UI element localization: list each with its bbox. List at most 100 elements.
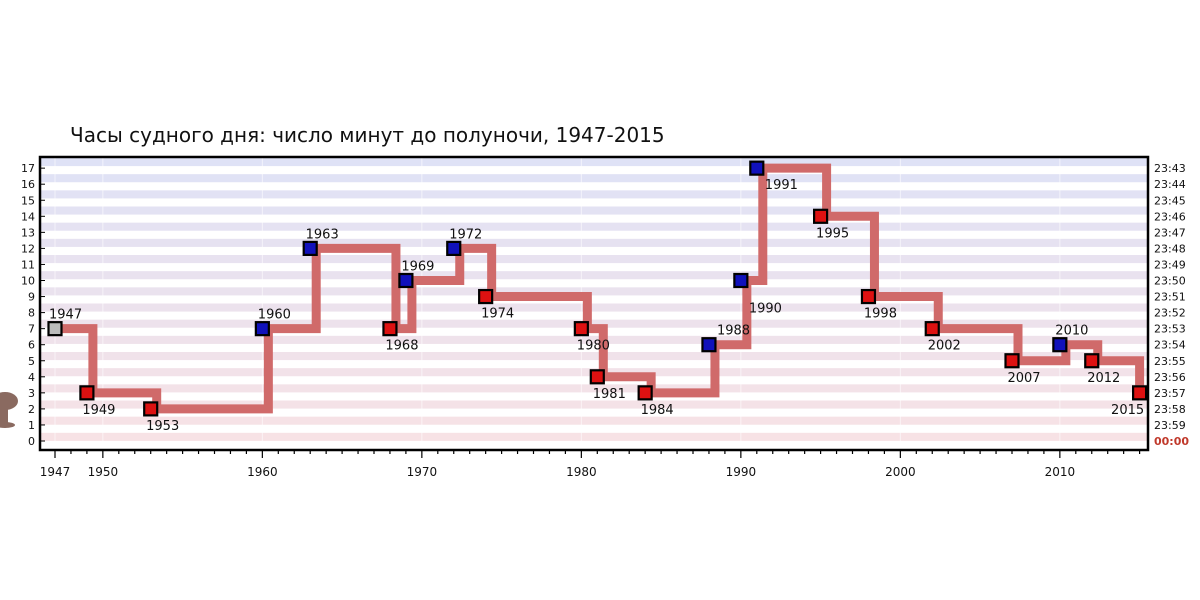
band [41,255,1147,264]
data-label-1968: 1968 [385,339,418,354]
y-tick-13: 13 [21,226,35,239]
marker-1990 [733,272,749,289]
band [41,416,1147,426]
marker-1947 [47,321,63,337]
y2-tick-14: 23:46 [1154,210,1186,223]
plot-frame [38,155,1150,452]
marker-1963 [302,240,318,256]
band [41,335,1147,345]
marker-1949 [79,385,95,401]
data-label-1995: 1995 [816,226,849,241]
band [41,319,1147,329]
marker-1974 [478,288,494,305]
marker-2010 [1052,337,1068,353]
x-tick-2000: 2000 [885,465,916,479]
data-label-2007: 2007 [1007,371,1040,386]
y2-tick-9: 23:51 [1154,291,1186,304]
y2-tick-4: 23:56 [1154,371,1186,384]
data-label-2012: 2012 [1087,371,1120,386]
data-label-1981: 1981 [593,387,626,402]
band [41,271,1147,280]
band [41,440,1147,450]
data-label-1960: 1960 [258,308,291,323]
marker-2002 [924,321,940,337]
data-markers [47,160,1148,417]
y-tick-4: 4 [28,371,35,384]
x-tick-1950: 1950 [88,465,119,479]
chart-title: Часы судного дня: число минут до полуноч… [70,123,665,147]
marker-1960 [254,321,270,337]
marker-2012 [1084,353,1100,369]
band [41,360,1147,369]
data-label-1984: 1984 [641,403,674,418]
data-label-2010: 2010 [1055,324,1088,339]
series-line [55,163,1145,414]
data-label-1949: 1949 [82,403,115,418]
data-label-1974: 1974 [481,307,514,322]
band [41,311,1147,321]
y2-tick-3: 23:57 [1154,387,1186,400]
y2-tick-11: 23:49 [1154,258,1186,271]
data-label-2002: 2002 [928,339,961,354]
y2-tick-17: 23:43 [1154,162,1186,175]
band [41,158,1147,167]
x-axis: 1947 1950 1960 1970 1980 1990 2000 2010 [40,449,1141,479]
marker-2015 [1131,385,1148,401]
y-tick-9: 9 [28,291,35,304]
y2-tick-1: 23:59 [1154,419,1186,432]
band [41,174,1147,183]
y-tick-0: 0 [28,435,35,448]
band [41,206,1147,216]
x-tick-1970: 1970 [407,465,438,479]
marker-1988 [701,337,717,353]
y-axis-right: 00:00 23:59 23:58 23:57 23:56 23:55 23:54 23:53… [1154,162,1189,448]
y-tick-1: 1 [28,419,35,432]
y-tick-5: 5 [28,355,35,368]
band [41,392,1147,401]
band [41,214,1147,224]
x-tick-1990: 1990 [726,465,757,479]
marker-1991 [749,160,765,176]
y-tick-2: 2 [28,403,35,416]
y-tick-6: 6 [28,339,35,352]
marker-2007 [1004,353,1020,369]
marker-1995 [812,208,829,224]
x-tick-2010: 2010 [1045,465,1076,479]
y-tick-10: 10 [21,275,35,288]
data-label-1990: 1990 [749,302,782,317]
band [41,432,1147,442]
data-labels: 1947 1949 1953 1960 1963 1968 1969 1972 1974 1980… [49,178,1144,434]
y-tick-12: 12 [21,242,35,255]
grid-lines [54,158,1061,449]
band [41,182,1147,191]
y2-tick-0: 00:00 [1154,435,1189,448]
marker-1981 [589,369,605,385]
marker-1953 [143,401,159,417]
data-label-2015: 2015 [1111,403,1144,418]
band [41,238,1147,248]
band [41,166,1147,175]
marker-1969 [398,272,414,289]
band [41,246,1147,256]
y2-tick-2: 23:58 [1154,403,1186,416]
y-tick-3: 3 [28,387,35,400]
band [41,190,1147,199]
y2-tick-13: 23:47 [1154,226,1186,239]
band [41,400,1147,410]
y-tick-8: 8 [28,307,35,320]
data-label-1998: 1998 [864,307,897,322]
marker-1968 [382,321,398,337]
marker-1972 [446,240,462,256]
y2-tick-6: 23:54 [1154,339,1186,352]
y-tick-14: 14 [21,210,35,223]
data-label-1972: 1972 [449,227,482,242]
mushroom-cloud-icon [0,392,18,428]
y2-tick-5: 23:55 [1154,355,1186,368]
band [41,263,1147,272]
marker-1984 [637,385,653,401]
y2-tick-15: 23:45 [1154,194,1186,207]
marker-1980 [573,321,589,337]
band [41,384,1147,393]
x-tick-1960: 1960 [247,465,278,479]
